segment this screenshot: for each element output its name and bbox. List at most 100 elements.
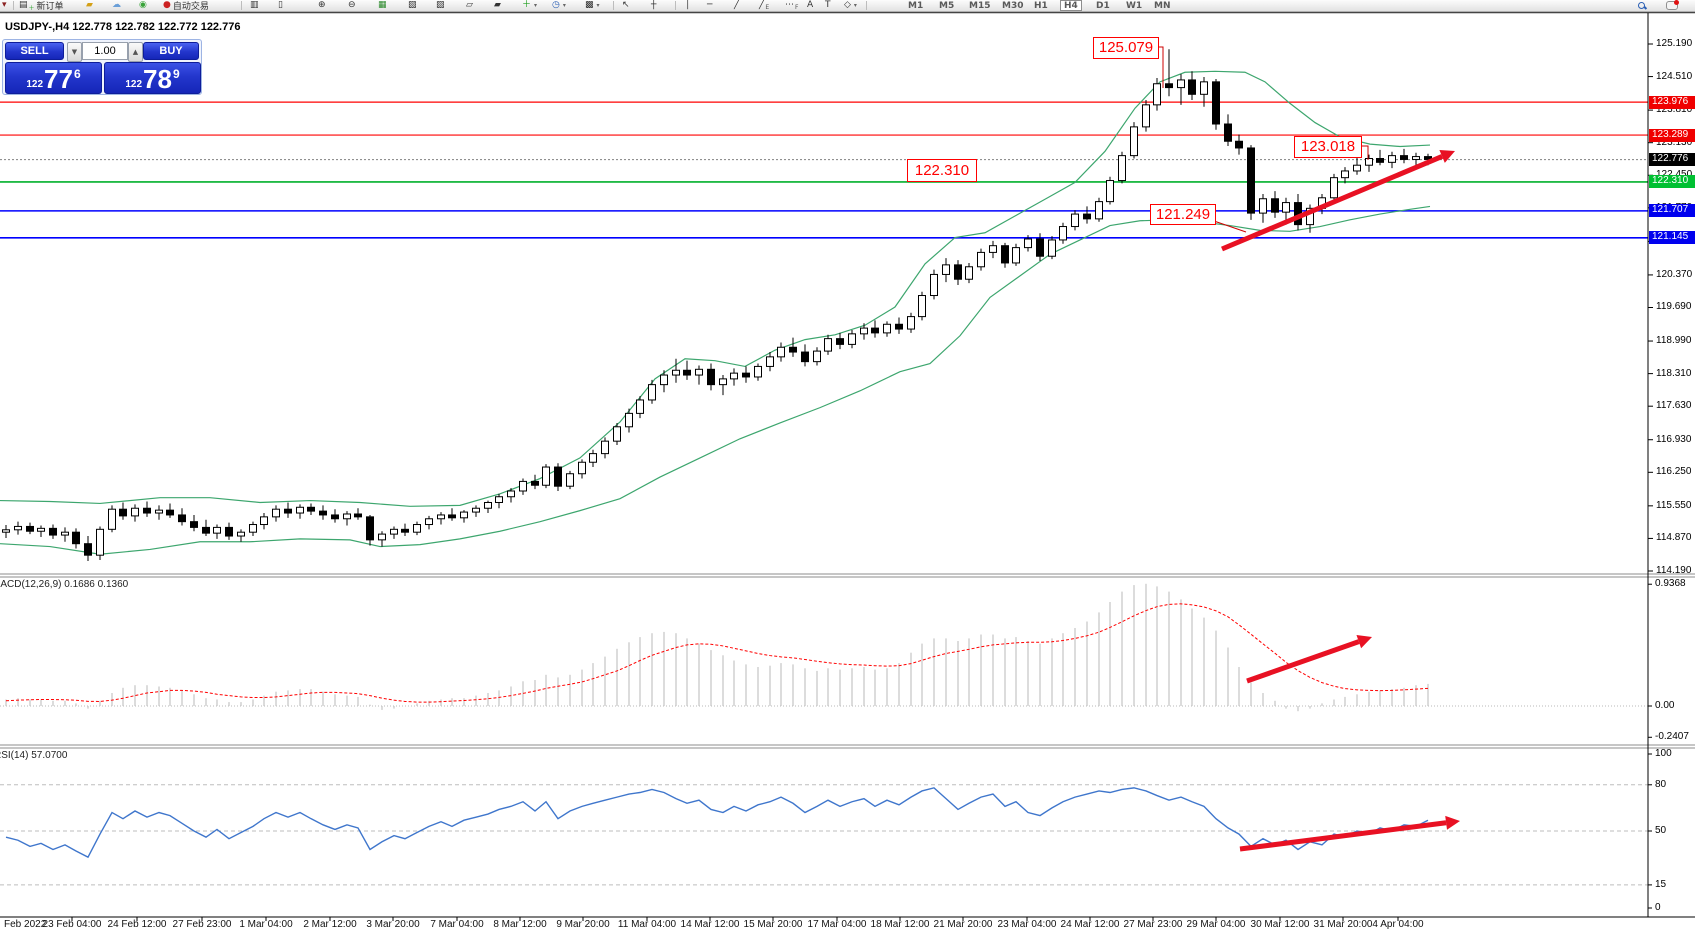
price-callout[interactable]: 121.249	[1150, 204, 1216, 225]
sell-quote-box[interactable]: 122 77 6	[5, 62, 102, 94]
indicators-icon[interactable]: ＋ ▾	[522, 0, 538, 10]
text-icon[interactable]: A	[807, 0, 814, 10]
arrow-objects-icon[interactable]: ◇ ▾	[844, 0, 857, 10]
rsi-scale-label: 80	[1655, 778, 1667, 790]
timeframe-button-mn[interactable]: MN	[1154, 0, 1171, 11]
trend-arrows[interactable]	[1221, 149, 1460, 852]
time-tick-label: 15 Mar 20:00	[743, 919, 803, 930]
chart-title: USDJPY-,H4 122.778 122.782 122.772 122.7…	[5, 21, 241, 33]
templates-icon[interactable]: ▩ ▾	[585, 0, 600, 10]
price-tick-label: 117.630	[1656, 400, 1692, 412]
buy-price-main: 78	[143, 64, 172, 94]
timeframe-button-h1[interactable]: H1	[1034, 0, 1048, 11]
profiles-icon[interactable]: ▨	[436, 0, 445, 10]
macd-indicator-label: MACD(12,26,9) 0.1686 0.1360	[0, 579, 129, 590]
buy-quote-box[interactable]: 122 78 9	[104, 62, 201, 94]
market-watch-icon[interactable]: ▰	[86, 0, 93, 10]
timeframe-button-m1[interactable]: M1	[908, 0, 924, 11]
rsi-scale-label: 100	[1655, 748, 1672, 759]
time-tick-label: 29 Mar 04:00	[1186, 919, 1246, 930]
macd-scale-label: 0.00	[1655, 700, 1675, 711]
price-badge: 122.776	[1649, 153, 1695, 167]
horizontal-level-lines[interactable]	[0, 101, 1648, 239]
price-badge: 123.289	[1649, 128, 1695, 142]
crosshair-icon[interactable]: ┼	[651, 0, 657, 10]
price-tick-label: 115.550	[1656, 499, 1692, 511]
buy-price-prefix: 122	[125, 79, 143, 90]
price-badge: 121.145	[1649, 231, 1695, 245]
macd-scale-label: -0.2407	[1655, 731, 1689, 743]
time-tick-label: 18 Mar 12:00	[870, 919, 930, 930]
time-tick-label: 9 Mar 20:00	[556, 919, 610, 930]
buy-button[interactable]: BUY	[143, 42, 199, 60]
price-badge: 123.976	[1649, 95, 1695, 109]
search-icon[interactable]	[1638, 0, 1646, 11]
cursor-icon[interactable]: ↖	[622, 0, 630, 10]
toolbar-separator	[866, 1, 867, 10]
order-row: SELL ▼ ▲ BUY	[5, 42, 199, 62]
timeframe-button-m15[interactable]: M15	[969, 0, 991, 11]
candlestick-chart-icon[interactable]: ▯	[278, 0, 283, 10]
price-tick-label: 124.510	[1656, 70, 1693, 82]
tile-windows-icon[interactable]: ▦	[378, 0, 387, 10]
new-order-button[interactable]: ▤ ＋新订单	[19, 0, 64, 12]
autotrading-button[interactable]: ● 自动交易	[163, 0, 209, 12]
signals-icon[interactable]: ◉	[139, 0, 147, 10]
price-tick-label: 123.810	[1656, 104, 1693, 116]
zoom-out-icon[interactable]: ⊖	[348, 0, 356, 10]
price-callout[interactable]: 122.310	[907, 159, 977, 182]
rsi-scale-label: 50	[1655, 825, 1667, 836]
time-tick-label: 3 Mar 20:00	[366, 919, 420, 930]
volume-decrease-button[interactable]: ▼	[67, 42, 82, 62]
toolbar-separator	[675, 1, 676, 10]
zoom-in-icon[interactable]: ⊕	[318, 0, 326, 10]
price-badge: 122.310	[1649, 175, 1695, 189]
time-tick-label: 24 Feb 12:00	[107, 919, 167, 930]
timeframe-button-m30[interactable]: M30	[1002, 0, 1024, 11]
horizontal-line-icon[interactable]: ─	[707, 0, 713, 10]
fibonacci-icon[interactable]: ⋯ F	[785, 0, 799, 11]
toolbar-separator	[613, 1, 614, 10]
toolbar-overflow-icon[interactable]: ▾	[2, 0, 7, 10]
buy-price-pip: 9	[172, 67, 180, 81]
one-click-trading-panel: SELL ▼ ▲ BUY 122 77 6 122 78 9	[2, 39, 202, 95]
new-chart-icon[interactable]: ▧	[408, 0, 417, 10]
rsi-scale-label: 0	[1655, 902, 1661, 913]
price-tick-label: 116.250	[1656, 466, 1692, 478]
macd-plot[interactable]	[0, 583, 1648, 712]
periods-icon[interactable]: ◷ ▾	[552, 0, 566, 10]
price-badge: 121.707	[1649, 204, 1695, 218]
sell-button[interactable]: SELL	[5, 42, 64, 60]
equidistant-channel-icon[interactable]: ╱ E	[759, 0, 770, 11]
volume-increase-button[interactable]: ▲	[128, 42, 143, 62]
timeframe-button-w1[interactable]: W1	[1126, 0, 1143, 11]
timeframe-button-m5[interactable]: M5	[939, 0, 955, 11]
rsi-indicator-label: RSI(14) 57.0700	[0, 750, 68, 761]
time-tick-label: 8 Mar 12:00	[493, 919, 547, 930]
notifications-icon[interactable]	[1666, 0, 1679, 11]
price-tick-label: 118.990	[1656, 335, 1692, 347]
chart-shift-icon[interactable]: ▰	[494, 0, 501, 10]
rsi-plot[interactable]	[0, 784, 1648, 886]
price-tick-label: 116.930	[1656, 433, 1692, 445]
volume-input[interactable]	[82, 42, 128, 60]
price-callout[interactable]: 123.018	[1294, 136, 1362, 158]
timeframe-button-d1[interactable]: D1	[1096, 0, 1110, 11]
text-label-icon[interactable]: T	[825, 0, 831, 10]
trendline-icon[interactable]: ╱	[734, 0, 740, 10]
time-tick-label: 27 Feb 23:00	[172, 919, 232, 930]
time-tick-label: 23 Feb 04:00	[42, 919, 102, 930]
price-tick-label: 123.130	[1656, 136, 1693, 148]
bar-chart-icon[interactable]: ▥	[250, 0, 259, 10]
timeframe-button-h4[interactable]: H4	[1060, 0, 1082, 11]
price-tick-label: 118.310	[1656, 367, 1692, 379]
vertical-line-icon[interactable]: │	[685, 0, 691, 10]
time-tick-label: 1 Mar 04:00	[239, 919, 293, 930]
time-tick-label: 24 Mar 12:00	[1060, 919, 1120, 930]
price-callout[interactable]: 125.079	[1093, 37, 1159, 59]
data-window-icon[interactable]: ☁	[112, 0, 121, 10]
auto-scroll-icon[interactable]: ▱	[466, 0, 473, 10]
price-tick-label: 122.450	[1656, 169, 1692, 180]
